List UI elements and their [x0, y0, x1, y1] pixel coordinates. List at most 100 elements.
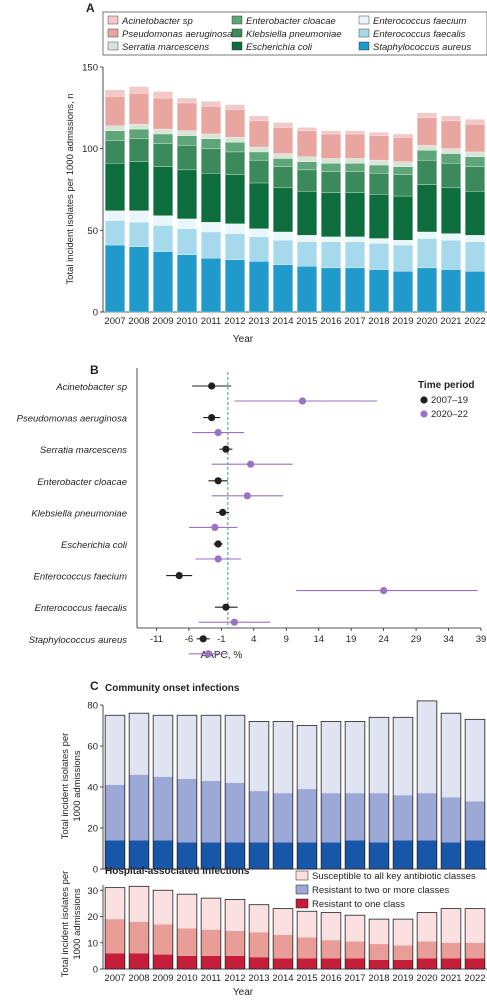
bar-segment-enterococcus-faecalis: [369, 243, 389, 270]
bar-outline: [320, 912, 342, 970]
bar-segment-resistant-to-two-or-more-classes: [345, 941, 365, 959]
bar-segment-escherichia-coli: [417, 184, 437, 233]
legend-label-2007-19: 2007–19: [431, 395, 468, 406]
bar-outline: [104, 714, 126, 870]
bar-outline: [440, 908, 462, 970]
bar-segment-resistant-to-one-class: [345, 840, 365, 869]
bar-segment-acinetobacter-sp: [393, 133, 413, 138]
bar-segment-resistant-to-one-class: [321, 958, 341, 969]
point-2007-19: [175, 572, 183, 580]
x-tick-label: 14: [313, 634, 324, 645]
point-2007-19: [214, 540, 222, 548]
bar-segment-resistant-to-one-class: [321, 842, 341, 869]
bar-outline: [344, 914, 366, 970]
bar-segment-enterococcus-faecium: [105, 210, 125, 221]
y-axis-title: Total incident isolates per 1000 admissi…: [65, 93, 76, 284]
bar-segment-escherichia-coli: [441, 187, 461, 234]
bar-segment-susceptible-to-all-key-antibiotic-classes: [297, 911, 317, 938]
bar-outline: [392, 716, 414, 870]
legend-box: [102, 11, 487, 56]
bar-segment-enterobacter-cloacae: [177, 135, 197, 146]
bar-segment-resistant-to-one-class: [177, 955, 197, 969]
bar-segment-susceptible-to-all-key-antibiotic-classes: [129, 713, 149, 775]
bar-outline: [200, 714, 222, 870]
bar-segment-enterococcus-faecalis: [105, 220, 125, 246]
bar-segment-susceptible-to-all-key-antibiotic-classes: [273, 908, 293, 935]
x-tick-label: 2020: [416, 316, 437, 327]
bar-segment-enterobacter-cloacae: [369, 164, 389, 174]
bar-segment-acinetobacter-sp: [225, 104, 245, 110]
bar-segment-staphylococcus-aureus: [273, 264, 293, 313]
bar-segment-susceptible-to-all-key-antibiotic-classes: [249, 721, 269, 792]
y-tick-label: 40: [87, 783, 98, 794]
category-label-enterococcus-faecalis: Enterococcus faecalis: [35, 603, 128, 614]
bar-segment-pseudomonas-aeruginosa: [297, 130, 317, 157]
bar-segment-resistant-to-two-or-more-classes: [225, 930, 245, 956]
x-tick-label: 39: [476, 634, 487, 645]
bar-segment-susceptible-to-all-key-antibiotic-classes: [369, 717, 389, 794]
bar-segment-serratia-marcescens: [201, 133, 221, 140]
bar-segment-susceptible-to-all-key-antibiotic-classes: [129, 886, 149, 922]
bar-segment-enterobacter-cloacae: [321, 163, 341, 172]
bar-segment-susceptible-to-all-key-antibiotic-classes: [393, 717, 413, 796]
bar-segment-enterococcus-faecium: [297, 235, 317, 242]
bar-segment-pseudomonas-aeruginosa: [249, 120, 269, 148]
bar-segment-resistant-to-two-or-more-classes: [369, 944, 389, 960]
bar-segment-acinetobacter-sp: [465, 119, 485, 125]
bar-segment-resistant-to-two-or-more-classes: [297, 789, 317, 843]
point-2020-22: [230, 618, 238, 626]
bar-segment-pseudomonas-aeruginosa: [225, 109, 245, 138]
bar-outline: [200, 897, 222, 970]
point-2020-22: [380, 587, 388, 595]
point-2007-19: [208, 414, 216, 422]
bar-segment-susceptible-to-all-key-antibiotic-classes: [321, 912, 341, 941]
bar-segment-staphylococcus-aureus: [345, 267, 365, 313]
panel-c-community-bars: Community onset infections 0 20 40 60 80 Total…: [60, 683, 487, 876]
bar-segment-enterobacter-cloacae: [249, 151, 269, 161]
panel-b-forest-plot: -11 -6 -1 4 9 14 19 24 29 34 39 AAPC, % Acinetobacte…: [17, 368, 487, 661]
bar-segment-enterococcus-faecalis: [201, 231, 221, 259]
bar-outline: [296, 910, 318, 970]
bar-outline: [416, 912, 438, 970]
x-tick-label: 2010: [176, 316, 197, 327]
bar-segment-resistant-to-two-or-more-classes: [369, 793, 389, 843]
bar-segment-pseudomonas-aeruginosa: [321, 133, 341, 159]
bar-segment-resistant-to-two-or-more-classes: [441, 797, 461, 843]
legend-swatch-escherichia-coli: [231, 41, 243, 51]
bar-segment-susceptible-to-all-key-antibiotic-classes: [201, 715, 221, 781]
bar-segment-escherichia-coli: [153, 166, 173, 216]
bar-segment-enterococcus-faecalis: [441, 239, 461, 270]
legend-label-susceptible-to-all-key-antibiotic-classes: Susceptible to all key antibiotic classe…: [312, 871, 476, 882]
bar-segment-resistant-to-one-class: [249, 957, 269, 969]
point-2007-19: [222, 603, 230, 611]
bar-segment-resistant-to-one-class: [273, 842, 293, 869]
bar-segment-resistant-to-one-class: [129, 840, 149, 869]
x-tick-label: -11: [150, 634, 163, 645]
y-tick-label: 10: [87, 938, 98, 949]
bar-segment-resistant-to-one-class: [153, 840, 173, 869]
legend-swatch-klebsiella-pneumoniae: [231, 28, 243, 38]
bar-segment-serratia-marcescens: [297, 156, 317, 162]
bar-segment-enterococcus-faecium: [129, 210, 149, 223]
bar-segment-susceptible-to-all-key-antibiotic-classes: [177, 894, 197, 929]
x-tick-label: 2019: [392, 316, 413, 327]
category-label-pseudomonas-aeruginosa: Pseudomonas aeruginosa: [17, 414, 127, 425]
bar-segment-resistant-to-two-or-more-classes: [249, 791, 269, 843]
bar-segment-resistant-to-one-class: [441, 842, 461, 869]
bar-segment-pseudomonas-aeruginosa: [273, 127, 293, 154]
bar-segment-pseudomonas-aeruginosa: [441, 120, 461, 149]
x-tick-label: 4: [251, 634, 256, 645]
bar-segment-resistant-to-two-or-more-classes: [393, 945, 413, 960]
bar-segment-serratia-marcescens: [465, 151, 485, 157]
bar-segment-klebsiella-pneumoniae: [441, 163, 461, 189]
bar-segment-susceptible-to-all-key-antibiotic-classes: [465, 908, 485, 943]
y-axis-title-line2: 1000 admissions: [72, 888, 83, 960]
bar-segment-staphylococcus-aureus: [177, 254, 197, 313]
y-tick-label: 60: [87, 742, 98, 753]
bar-segment-resistant-to-one-class: [393, 959, 413, 969]
x-tick-label: 2017: [344, 316, 365, 327]
panel-label-a: A: [86, 1, 95, 15]
y-axis-title-line1: Total incident isolates per: [60, 733, 71, 840]
bar-segment-susceptible-to-all-key-antibiotic-classes: [201, 898, 221, 930]
